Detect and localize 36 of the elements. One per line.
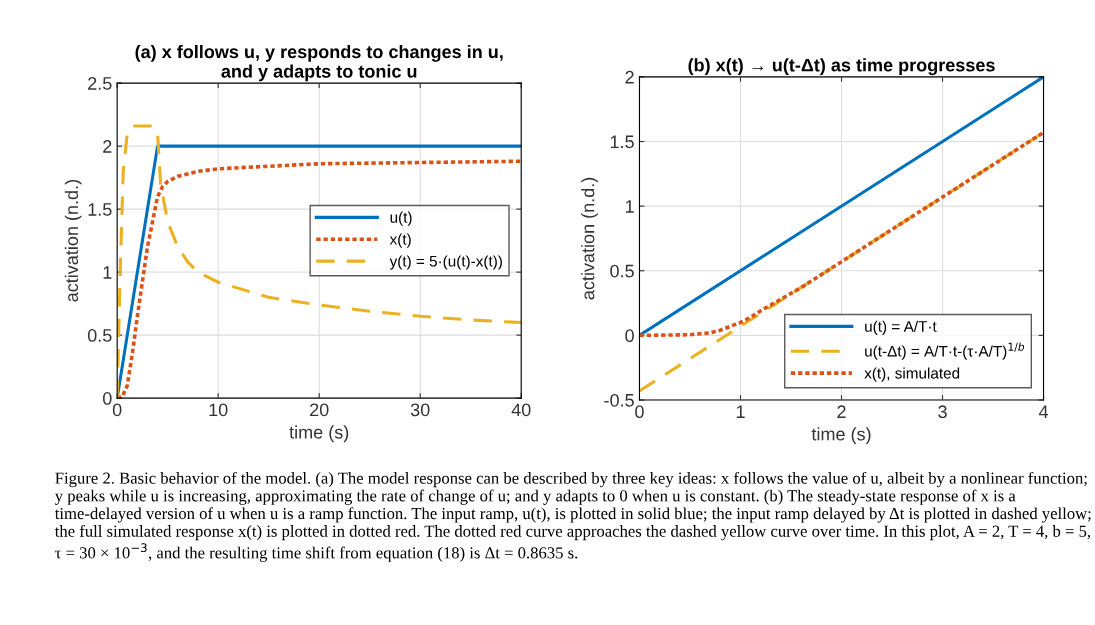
x-tick-label: 20 (310, 403, 329, 417)
y-tick-label: 2.5 (88, 77, 112, 90)
y-tick-label: 0 (625, 329, 634, 343)
y-axis-title: activation (n.d.) (64, 180, 82, 302)
y-tick-label: 0 (102, 392, 112, 405)
chart-title: (a) x follows u, y responds to changes in u, and y adapts to tonic u (135, 44, 503, 82)
y-tick-label: 2 (103, 140, 112, 153)
legend-label: x(t) (389, 233, 411, 248)
x-tick-label: 1 (736, 405, 745, 418)
y-tick-label: 0.5 (610, 264, 634, 278)
x-axis-title: time (s) (289, 425, 349, 443)
caption: Figure 2. Basic behavior of the model. (a) The model response can be described by three key ideas: x follows the value of u, albeit by a nonlinear function; y peaks while u is increasing, approximating the rate of change of u; and y adapts to 0 when u is constant. (b) The steady-state response of x is a time-delayed version of u when u is a ramp function. The input ramp, u(t), is plotted in solid blue; the input ramp delayed by Δt is plotted in dashed yellow; the full simulated response x(t) is plotted in dotted red. The dotted red curve approaches the dashed yellow curve over time. In this plot, A = 2, T = 4, b = 5, τ = 30 × 10$^{−3}$, and the resulting time shift from equation (18) is Δt = 0.8635 s. (54, 471, 1091, 562)
x-axis-title: time (s) (811, 427, 871, 445)
y-tick-label: 2 (625, 70, 634, 84)
x-tick-label: 4 (1038, 405, 1049, 418)
y-tick-label: 1 (103, 266, 112, 279)
line-series (639, 130, 1044, 338)
x-tick-label: 0 (112, 403, 122, 417)
legend-label: u(t) = A/T·t (865, 320, 937, 335)
x-tick-label: 3 (938, 405, 947, 419)
y-tick-label: 1 (625, 200, 634, 213)
legend-label: u(t) (390, 211, 412, 226)
y-axis-title: activation (n.d.) (581, 177, 598, 300)
legend-label: u(t-Δt) = A/T·t-(τ·A/T)$^{1/b}$ (865, 342, 1025, 360)
x-tick-label: 0 (635, 405, 644, 419)
y-tick-label: 1.5 (88, 203, 112, 216)
y-tick-label: 0.5 (87, 329, 112, 342)
y-tick-label: -0.5 (604, 393, 634, 407)
legend-label: y(t) = 5·(u(t)-x(t)) (389, 255, 502, 270)
x-tick-label: 40 (511, 403, 531, 417)
y-tick-label: 1.5 (610, 135, 634, 149)
x-tick-label: 2 (837, 405, 846, 418)
legend-label: x(t), simulated (864, 367, 960, 382)
x-tick-label: 10 (209, 403, 228, 417)
x-tick-label: 30 (410, 403, 430, 417)
chart-title: (b) x(t) → u(t-Δt) as time progresses (688, 58, 995, 76)
